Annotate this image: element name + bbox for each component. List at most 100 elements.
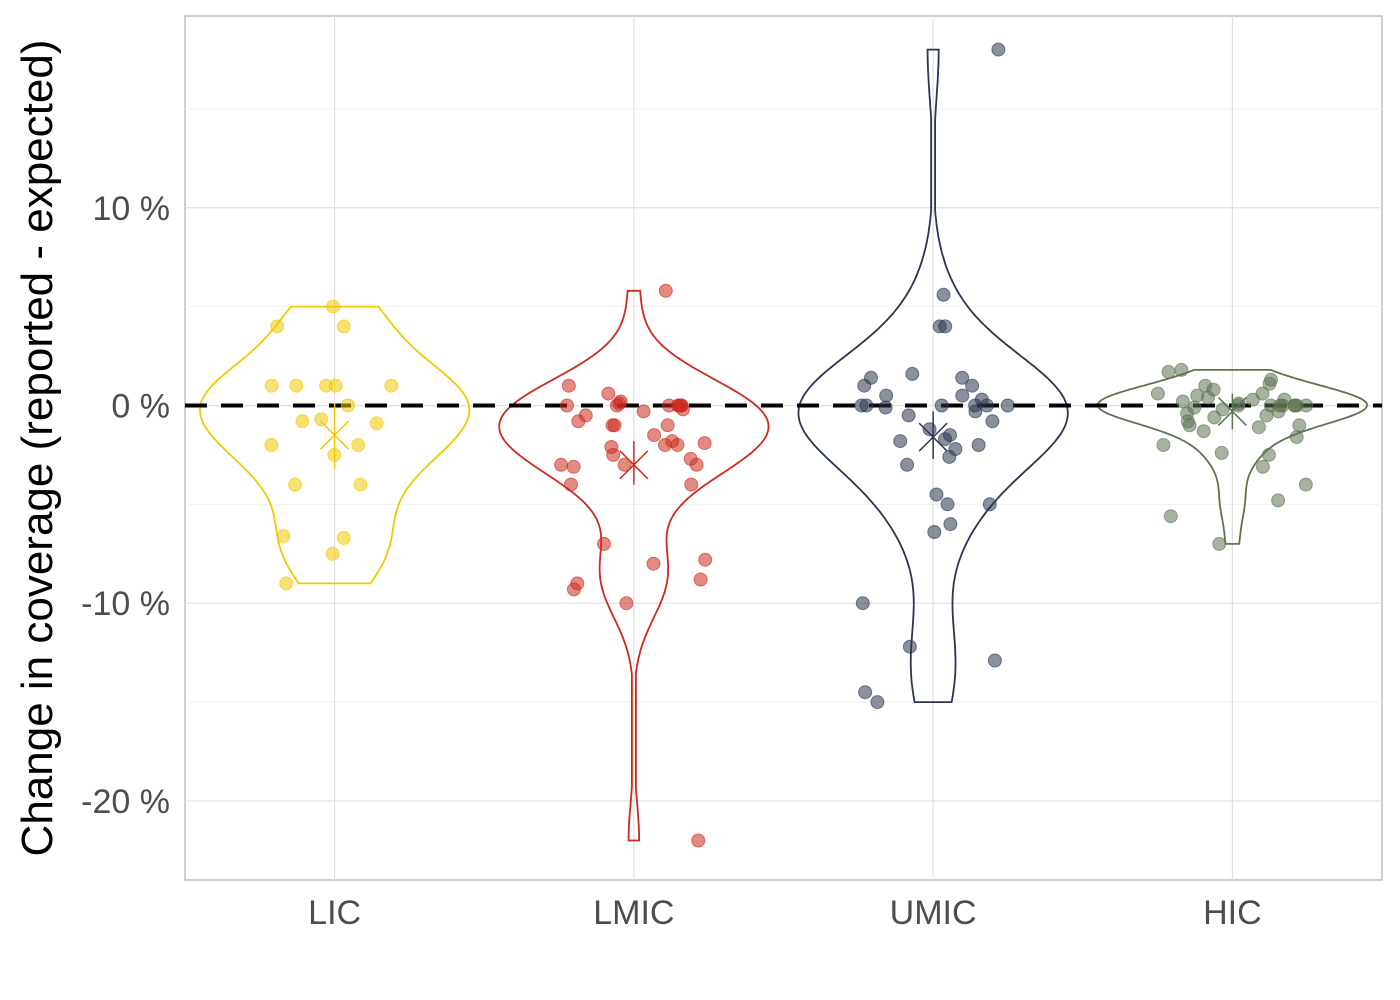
- data-point: [646, 556, 661, 571]
- violin-hic: [1096, 368, 1368, 545]
- data-point: [571, 414, 586, 429]
- data-point: [955, 388, 970, 403]
- data-point: [289, 378, 304, 393]
- data-point: [325, 546, 340, 561]
- data-point: [276, 529, 291, 543]
- y-tick-label: -20 %: [81, 783, 170, 821]
- data-point: [929, 487, 944, 502]
- mean-marker: [918, 422, 948, 452]
- data-point: [1156, 438, 1171, 452]
- data-point: [1161, 364, 1176, 379]
- data-point: [684, 477, 699, 492]
- data-point: [560, 398, 574, 413]
- data-point: [893, 434, 908, 449]
- data-point: [658, 438, 672, 452]
- data-point: [1163, 509, 1178, 524]
- data-point: [857, 378, 872, 393]
- data-point: [561, 378, 576, 393]
- data-point: [1259, 408, 1274, 423]
- data-point: [905, 366, 920, 381]
- data-point: [1150, 386, 1165, 401]
- data-point: [326, 299, 341, 314]
- data-point: [658, 283, 673, 298]
- data-point: [987, 653, 1002, 668]
- data-point: [1262, 376, 1277, 391]
- data-point: [940, 497, 955, 512]
- data-point: [336, 319, 351, 334]
- data-point: [1196, 424, 1211, 439]
- data-point: [264, 378, 279, 393]
- data-point: [1292, 418, 1307, 433]
- data-point: [601, 386, 616, 401]
- y-axis-title: Change in coverage (reported - expected): [13, 40, 62, 857]
- data-point: [1255, 459, 1270, 474]
- data-point: [1207, 410, 1222, 425]
- data-point: [901, 408, 916, 423]
- data-point: [900, 457, 915, 472]
- data-point: [314, 412, 329, 427]
- data-points: [264, 42, 1314, 848]
- y-tick-label: -10 %: [81, 585, 170, 623]
- mean-marker: [1217, 396, 1247, 426]
- summary-markers: [320, 393, 1247, 485]
- data-point: [955, 370, 970, 385]
- data-point: [965, 378, 980, 393]
- data-point: [566, 459, 581, 474]
- x-tick-label: LIC: [308, 894, 361, 932]
- data-point: [1214, 445, 1229, 460]
- data-point: [979, 398, 994, 413]
- violin-lic: [199, 305, 471, 585]
- x-axis-ticks: LIC LMIC UMIC HIC: [308, 894, 1261, 932]
- data-point: [636, 404, 651, 419]
- data-point: [689, 457, 704, 472]
- data-point: [1287, 398, 1302, 413]
- data-point: [676, 402, 690, 417]
- data-point: [854, 398, 869, 413]
- data-point: [1212, 536, 1227, 551]
- x-tick-label: LMIC: [593, 894, 674, 932]
- data-point: [693, 572, 708, 587]
- y-axis-ticks: -20 % -10 % 0 % 10 %: [81, 190, 170, 821]
- violins: [199, 48, 1368, 842]
- data-point: [991, 42, 1006, 57]
- data-point: [934, 398, 949, 413]
- data-point: [670, 438, 685, 452]
- violin-umic: [797, 48, 1069, 703]
- data-point: [902, 639, 917, 654]
- data-point: [1174, 362, 1189, 377]
- data-point: [566, 582, 581, 597]
- data-point: [943, 517, 958, 532]
- data-point: [1201, 390, 1215, 405]
- data-point: [369, 416, 384, 431]
- data-point: [1261, 447, 1276, 462]
- x-tick-label: HIC: [1203, 894, 1262, 932]
- data-point: [971, 438, 986, 452]
- data-point: [1175, 394, 1190, 409]
- data-point: [1271, 493, 1286, 508]
- data-point: [336, 531, 351, 545]
- data-point: [607, 418, 622, 433]
- data-point: [870, 695, 885, 710]
- data-point: [1182, 418, 1197, 433]
- data-point: [288, 477, 302, 492]
- data-point: [564, 477, 578, 492]
- data-point: [855, 596, 870, 611]
- mean-marker: [619, 450, 649, 480]
- data-point: [985, 414, 1000, 429]
- data-point: [858, 685, 873, 700]
- data-point: [660, 418, 675, 433]
- data-point: [384, 378, 399, 393]
- data-point: [270, 319, 285, 334]
- y-tick-label: 10 %: [93, 190, 171, 228]
- data-point: [264, 438, 279, 452]
- data-point: [619, 596, 634, 611]
- data-point: [295, 414, 310, 429]
- data-point: [1289, 430, 1304, 445]
- y-tick-label: 0 %: [111, 387, 170, 425]
- x-tick-label: UMIC: [890, 894, 977, 932]
- data-point: [1271, 404, 1286, 419]
- data-point: [927, 525, 942, 539]
- mean-marker: [320, 420, 350, 450]
- data-point: [341, 398, 355, 413]
